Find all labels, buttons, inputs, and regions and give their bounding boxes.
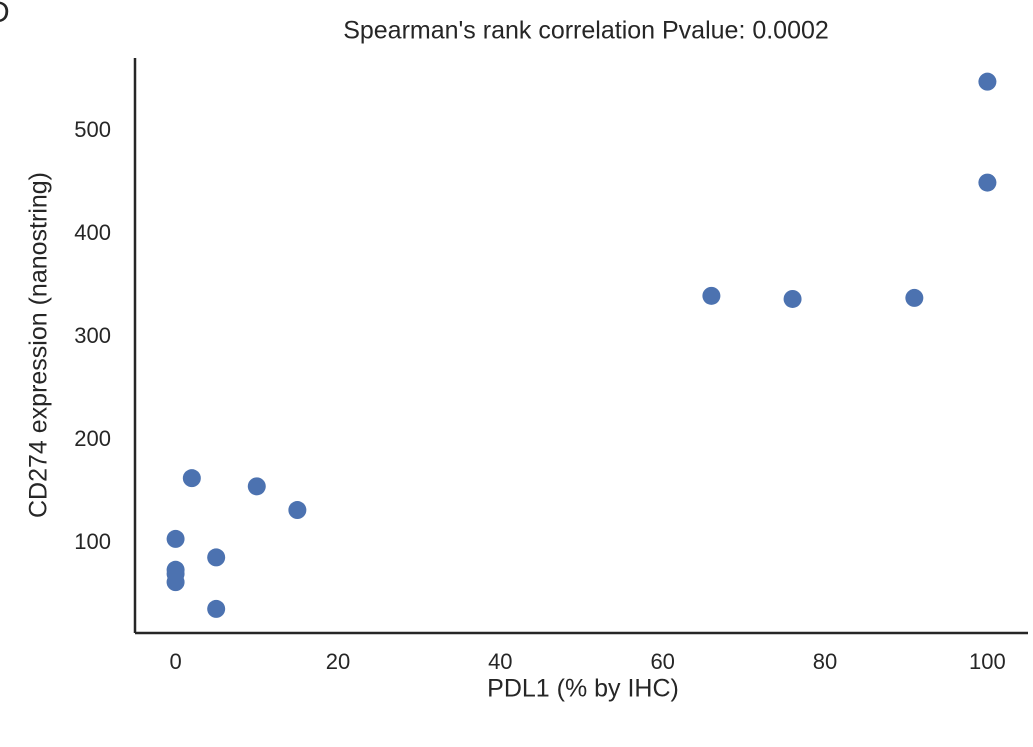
x-tick-label: 100	[969, 649, 1006, 674]
point	[702, 286, 721, 305]
x-tick-label: 0	[169, 649, 181, 674]
y-tick-label: 200	[74, 426, 111, 451]
y-axis-label: CD274 expression (nanostring)	[25, 172, 53, 518]
point	[288, 501, 307, 520]
y-tick-label: 500	[74, 117, 111, 142]
point	[166, 529, 185, 548]
point	[978, 72, 997, 91]
x-axis-label: PDL1 (% by IHC)	[487, 675, 679, 703]
y-tick-label: 300	[74, 323, 111, 348]
point	[182, 469, 201, 488]
point	[207, 599, 226, 618]
point	[166, 573, 185, 592]
point	[207, 548, 226, 567]
x-tick-label: 20	[326, 649, 350, 674]
point	[978, 173, 997, 192]
chart-title: Spearman's rank correlation Pvalue: 0.00…	[343, 17, 829, 45]
point	[905, 288, 924, 307]
y-tick-label: 100	[74, 529, 111, 554]
y-tick-label: 400	[74, 220, 111, 245]
x-tick-label: 60	[650, 649, 674, 674]
x-tick-label: 40	[488, 649, 512, 674]
x-tick-label: 80	[813, 649, 837, 674]
point	[247, 477, 266, 496]
point	[783, 289, 802, 308]
panel-label: D	[0, 0, 10, 29]
